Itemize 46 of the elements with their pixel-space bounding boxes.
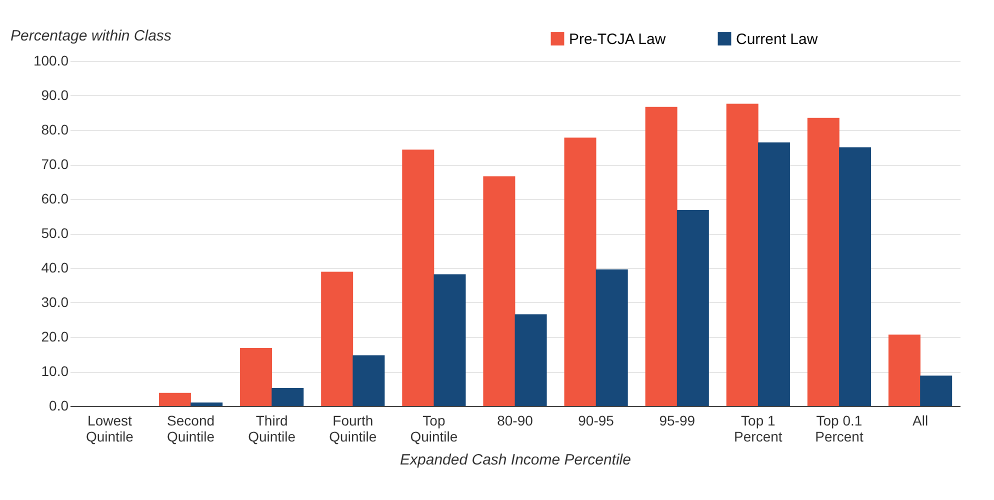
- y-tick-label: 70.0: [41, 156, 69, 172]
- bar: [483, 176, 516, 406]
- y-tick-label: 30.0: [41, 294, 69, 310]
- y-tick-label: 50.0: [41, 225, 69, 241]
- bar: [645, 106, 678, 406]
- bar: [434, 274, 466, 406]
- bar: [676, 210, 709, 406]
- x-tick-label: 95-99: [659, 412, 696, 428]
- y-tick-label: 100.0: [33, 52, 69, 68]
- x-tick-label: Top Quintile: [410, 412, 458, 444]
- y-tick-label: 90.0: [41, 87, 69, 103]
- bar: [807, 118, 840, 406]
- x-tick-label: Third Quintile: [248, 412, 296, 444]
- y-axis-title: Percentage within Class: [10, 28, 172, 44]
- y-tick-label: 80.0: [41, 122, 69, 138]
- x-tick-label: All: [912, 412, 928, 428]
- bar: [321, 272, 354, 406]
- legend-label: Pre-TCJA Law: [569, 30, 666, 48]
- bar: [839, 147, 872, 406]
- bar: [920, 376, 952, 406]
- y-tick-label: 0.0: [49, 398, 69, 414]
- bar: [240, 348, 272, 406]
- bar: [402, 150, 434, 406]
- x-tick-label: Top 0.1 Percent: [815, 412, 864, 444]
- bar: [352, 355, 385, 406]
- x-tick-label: Second Quintile: [167, 412, 215, 444]
- x-tick-label: Lowest Quintile: [86, 412, 134, 444]
- x-tick-label: 80-90: [497, 412, 534, 428]
- y-tick-label: 40.0: [41, 260, 69, 276]
- x-tick-label: 90-95: [578, 412, 614, 428]
- x-tick-label: Fourth Quintile: [329, 412, 377, 444]
- x-axis-title: Expanded Cash Income Percentile: [400, 452, 631, 468]
- y-tick-label: 10.0: [41, 363, 69, 379]
- bar: [596, 269, 628, 406]
- y-tick-label: 20.0: [41, 328, 69, 344]
- bar: [158, 392, 191, 406]
- legend-label: Current Law: [736, 30, 818, 48]
- bar: [272, 388, 304, 406]
- y-tick-label: 60.0: [41, 190, 69, 206]
- bar: [726, 104, 758, 406]
- x-tick-label: Top 1 Percent: [734, 412, 782, 444]
- bar: [514, 314, 547, 406]
- bar: [190, 402, 223, 406]
- bar: [888, 334, 920, 406]
- bar: [564, 138, 596, 406]
- bar: [758, 142, 790, 406]
